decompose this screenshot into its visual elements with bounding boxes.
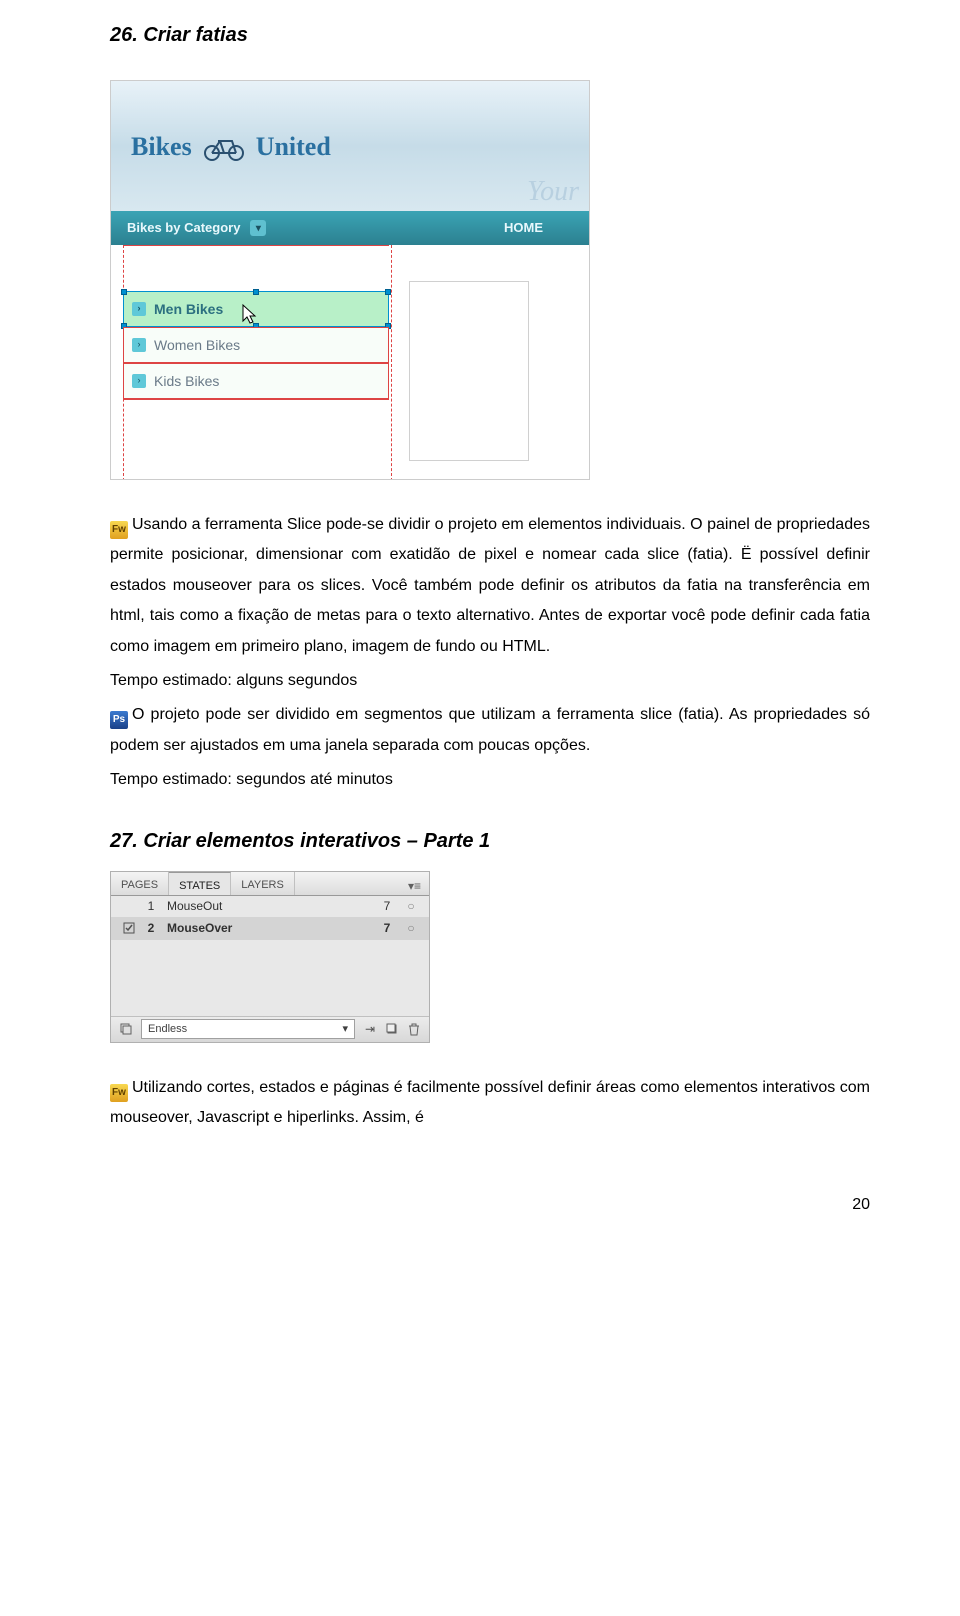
state-delay: 7 bbox=[375, 897, 399, 915]
state-name: MouseOut bbox=[161, 897, 375, 915]
paragraph: PsO projeto pode ser dividido em segment… bbox=[110, 700, 870, 761]
onion-skin-button[interactable] bbox=[115, 1019, 137, 1039]
state-delay: 7 bbox=[375, 919, 399, 937]
screenshot-slice-tool: Bikes United Your Bikes by Category ▾ HO… bbox=[110, 80, 590, 480]
bike-icon bbox=[200, 131, 248, 161]
slice-area: › Men Bikes › Women Bikes › Kids Bikes bbox=[111, 245, 589, 480]
tab-layers[interactable]: LAYERS bbox=[231, 872, 295, 895]
chevron-down-icon: ▾ bbox=[250, 220, 266, 236]
slice-guide bbox=[123, 399, 389, 400]
banner-slogan: Your bbox=[527, 171, 579, 213]
logo-text-left: Bikes bbox=[131, 127, 192, 166]
slice-guide bbox=[123, 245, 389, 291]
slice-handle[interactable] bbox=[121, 289, 127, 295]
panel-footer: Endless ▾ ⇥ bbox=[111, 1016, 429, 1042]
distribute-button[interactable]: ⇥ bbox=[359, 1019, 381, 1039]
paragraph: FwUtilizando cortes, estados e páginas é… bbox=[110, 1073, 870, 1134]
panel-tabs: PAGES STATES LAYERS ▾≡ bbox=[111, 872, 429, 896]
slice-row[interactable]: › Women Bikes bbox=[123, 327, 389, 363]
slice-handle[interactable] bbox=[385, 289, 391, 295]
fireworks-icon: Fw bbox=[110, 1084, 128, 1102]
paragraph: FwUsando a ferramenta Slice pode-se divi… bbox=[110, 510, 870, 662]
nav-category[interactable]: Bikes by Category ▾ bbox=[111, 211, 282, 245]
state-circle-icon: ○ bbox=[399, 897, 423, 915]
menu-item-label: Men Bikes bbox=[154, 299, 223, 320]
menu-item-label: Women Bikes bbox=[154, 335, 240, 356]
heading-27: 27. Criar elementos interativos – Parte … bbox=[110, 826, 870, 856]
loop-dropdown[interactable]: Endless ▾ bbox=[141, 1019, 355, 1039]
time-estimate: Tempo estimado: segundos até minutos bbox=[110, 765, 870, 795]
fireworks-icon: Fw bbox=[110, 521, 128, 539]
dropdown-arrow-icon: ▾ bbox=[342, 1021, 348, 1038]
paragraph-text: O projeto pode ser dividido em segmentos… bbox=[110, 706, 870, 753]
heading-26: 26. Criar fatias bbox=[110, 20, 870, 50]
panel-menu-icon[interactable]: ▾≡ bbox=[400, 872, 429, 895]
chevron-right-icon: › bbox=[132, 338, 146, 352]
guide-vertical bbox=[391, 245, 392, 480]
screenshot-states-panel: PAGES STATES LAYERS ▾≡ 1 MouseOut 7 ○ 2 … bbox=[110, 871, 430, 1043]
state-circle-icon: ○ bbox=[399, 919, 423, 937]
page-number: 20 bbox=[110, 1193, 870, 1217]
content-panel bbox=[409, 281, 529, 461]
loop-label: Endless bbox=[148, 1021, 187, 1038]
new-state-button[interactable] bbox=[381, 1019, 403, 1039]
slice-handle[interactable] bbox=[253, 289, 259, 295]
banner: Bikes United Your bbox=[111, 81, 589, 211]
photoshop-icon: Ps bbox=[110, 711, 128, 729]
paragraph-text: Usando a ferramenta Slice pode-se dividi… bbox=[110, 516, 870, 655]
state-index: 1 bbox=[141, 897, 161, 915]
onion-skin-icon[interactable] bbox=[117, 922, 141, 934]
paragraph-text: Utilizando cortes, estados e páginas é f… bbox=[110, 1079, 870, 1126]
state-row-selected[interactable]: 2 MouseOver 7 ○ bbox=[111, 918, 429, 940]
menu-men-bikes[interactable]: › Men Bikes bbox=[124, 292, 388, 326]
chevron-right-icon: › bbox=[132, 302, 146, 316]
chevron-right-icon: › bbox=[132, 374, 146, 388]
tab-states[interactable]: STATES bbox=[169, 872, 231, 895]
menu-kids-bikes[interactable]: › Kids Bikes bbox=[124, 364, 388, 398]
tab-pages[interactable]: PAGES bbox=[111, 872, 169, 895]
state-name: MouseOver bbox=[161, 919, 375, 937]
state-index: 2 bbox=[141, 919, 161, 937]
slice-selected[interactable]: › Men Bikes bbox=[123, 291, 389, 327]
navbar: Bikes by Category ▾ HOME bbox=[111, 211, 589, 245]
menu-item-label: Kids Bikes bbox=[154, 371, 219, 392]
delete-state-button[interactable] bbox=[403, 1019, 425, 1039]
logo-text-right: United bbox=[256, 127, 331, 166]
slice-row[interactable]: › Kids Bikes bbox=[123, 363, 389, 399]
panel-body: 1 MouseOut 7 ○ 2 MouseOver 7 ○ bbox=[111, 896, 429, 1016]
menu-women-bikes[interactable]: › Women Bikes bbox=[124, 328, 388, 362]
nav-category-label: Bikes by Category bbox=[127, 218, 240, 238]
state-row[interactable]: 1 MouseOut 7 ○ bbox=[111, 896, 429, 918]
time-estimate: Tempo estimado: alguns segundos bbox=[110, 666, 870, 696]
nav-home[interactable]: HOME bbox=[488, 211, 559, 245]
